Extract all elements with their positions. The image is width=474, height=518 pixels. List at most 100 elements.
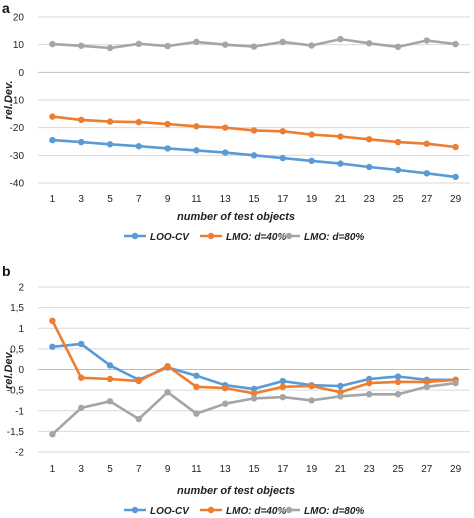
- data-point: [106, 398, 114, 405]
- x-tick-label: 11: [191, 194, 202, 205]
- legend-label: LMO: d=80%: [304, 506, 364, 517]
- x-tick-label: 7: [136, 194, 142, 205]
- data-point: [164, 363, 171, 370]
- data-point: [366, 136, 373, 143]
- data-point: [366, 40, 373, 47]
- data-point: [250, 395, 258, 402]
- data-point: [366, 391, 373, 398]
- y-tick-label: -10: [10, 96, 25, 107]
- data-point: [106, 362, 114, 369]
- data-point: [106, 44, 114, 52]
- x-tick-label: 17: [277, 464, 289, 475]
- y-tick-label: 10: [13, 40, 25, 51]
- y-axis-title: rel.Dev.: [3, 80, 15, 119]
- data-point: [337, 35, 344, 43]
- x-tick-label: 27: [421, 464, 433, 475]
- data-point: [250, 390, 258, 397]
- x-tick-label: 19: [306, 194, 318, 205]
- data-point: [135, 40, 142, 48]
- x-tick-label: 15: [248, 194, 260, 205]
- data-point: [193, 383, 200, 391]
- data-point: [279, 154, 286, 162]
- data-point: [279, 377, 286, 385]
- data-point: [222, 149, 229, 156]
- data-point: [337, 160, 344, 167]
- data-point: [279, 38, 286, 46]
- x-tick-label: 25: [392, 194, 404, 205]
- x-tick-label: 29: [450, 194, 462, 205]
- x-tick-label: 23: [364, 464, 376, 475]
- data-point: [164, 145, 171, 152]
- x-tick-label: 1: [50, 194, 56, 205]
- data-point: [164, 120, 171, 128]
- data-point: [279, 393, 286, 401]
- data-point: [135, 377, 142, 385]
- data-point: [222, 400, 229, 407]
- data-point: [164, 42, 171, 50]
- data-point: [193, 38, 200, 46]
- y-tick-label: 20: [13, 13, 25, 24]
- data-point: [423, 37, 430, 44]
- data-point: [308, 42, 315, 49]
- data-point: [49, 113, 56, 120]
- data-point: [279, 128, 286, 135]
- data-point: [78, 340, 85, 348]
- legend-label: LMO: d=80%: [304, 232, 364, 243]
- x-axis-title: number of test objects: [177, 211, 295, 223]
- data-point: [49, 343, 56, 351]
- x-tick-label: 15: [248, 464, 260, 475]
- legend-label: LOO-CV: [150, 232, 190, 243]
- legend-swatch-marker: [207, 232, 215, 240]
- data-point: [394, 43, 402, 51]
- x-tick-label: 27: [421, 194, 433, 205]
- data-point: [193, 372, 200, 379]
- data-point: [164, 388, 171, 396]
- x-tick-label: 13: [220, 194, 232, 205]
- x-tick-label: 5: [107, 464, 113, 475]
- data-point: [394, 373, 402, 380]
- data-point: [135, 118, 142, 126]
- data-point: [135, 415, 142, 423]
- data-point: [250, 43, 258, 50]
- data-point: [193, 123, 200, 130]
- x-tick-label: 1: [50, 464, 56, 475]
- y-axis-title: rel.Dev.: [3, 350, 15, 389]
- data-point: [78, 138, 85, 146]
- legend-label: LMO: d=40%: [226, 232, 286, 243]
- y-tick-label: -1,5: [7, 427, 25, 438]
- data-point: [279, 383, 286, 391]
- x-tick-label: 21: [335, 194, 347, 205]
- data-point: [308, 131, 315, 138]
- data-point: [106, 375, 114, 383]
- data-point: [250, 127, 258, 134]
- data-point: [193, 410, 200, 417]
- data-point: [366, 163, 373, 171]
- data-point: [193, 147, 200, 154]
- data-point: [78, 116, 85, 124]
- y-tick-label: 0,5: [10, 344, 24, 355]
- y-tick-label: 1: [18, 324, 24, 335]
- data-point: [423, 383, 430, 391]
- data-point: [452, 40, 459, 48]
- x-tick-label: 9: [165, 464, 171, 475]
- data-point: [452, 173, 459, 181]
- x-tick-label: 29: [450, 464, 462, 475]
- legend-swatch-marker: [131, 506, 139, 514]
- data-point: [49, 431, 56, 438]
- x-axis-title: number of test objects: [177, 485, 295, 497]
- x-tick-label: 3: [78, 194, 84, 205]
- x-tick-label: 23: [364, 194, 376, 205]
- x-tick-label: 13: [220, 464, 232, 475]
- data-point: [423, 140, 430, 147]
- data-point: [135, 143, 142, 150]
- data-point: [49, 136, 56, 144]
- data-point: [78, 374, 85, 381]
- x-tick-label: 9: [165, 194, 171, 205]
- data-point: [394, 138, 402, 146]
- data-point: [250, 385, 258, 393]
- data-point: [250, 152, 258, 159]
- x-tick-label: 7: [136, 464, 142, 475]
- data-point: [452, 143, 459, 151]
- data-point: [222, 384, 229, 392]
